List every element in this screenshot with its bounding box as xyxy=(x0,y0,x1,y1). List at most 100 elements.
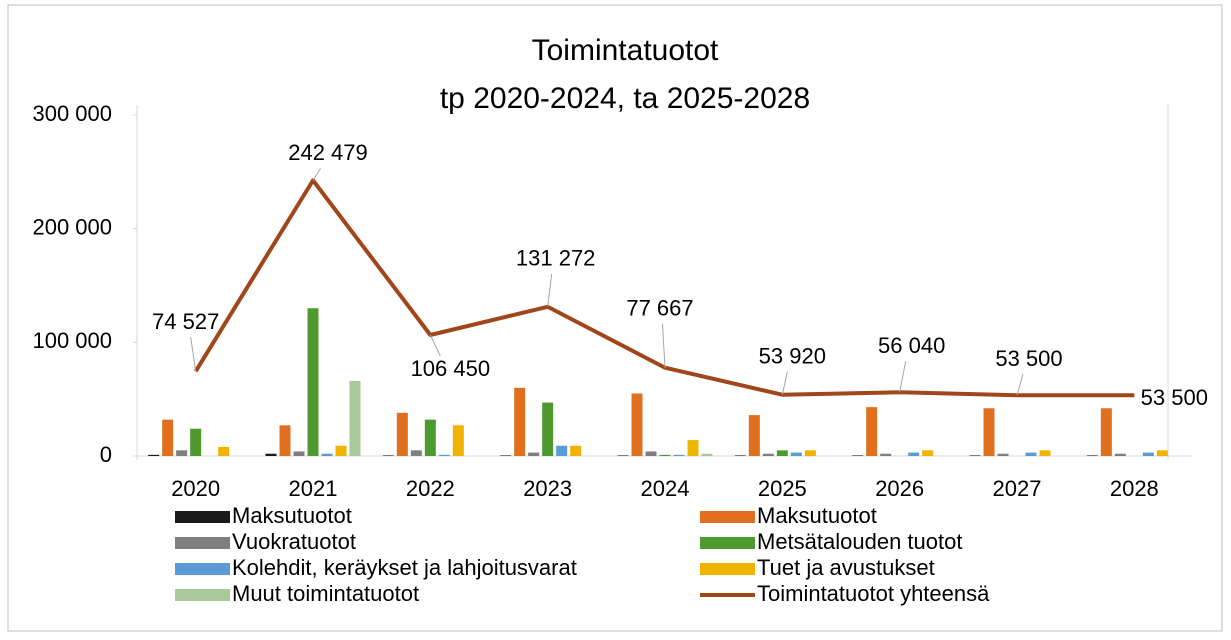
legend-label: Maksutuotot xyxy=(232,503,352,528)
legend-swatch xyxy=(175,589,230,601)
x-tick-label: 2025 xyxy=(758,476,807,501)
leader-line xyxy=(190,337,197,372)
bar xyxy=(748,415,760,456)
legend-swatch xyxy=(700,511,755,523)
bar xyxy=(424,419,436,456)
data-label: 56 040 xyxy=(878,333,945,358)
bar xyxy=(880,453,892,456)
bar xyxy=(514,387,526,456)
x-tick-label: 2028 xyxy=(1110,476,1159,501)
bar xyxy=(382,455,394,456)
bar xyxy=(659,454,671,456)
bar xyxy=(293,451,305,456)
bar xyxy=(617,455,629,456)
legend-label: Muut toimintatuotot xyxy=(232,581,419,606)
bar xyxy=(701,453,713,456)
legend-swatch xyxy=(175,537,230,549)
bar xyxy=(1156,450,1168,456)
bar xyxy=(852,455,864,456)
data-label: 53 920 xyxy=(759,344,826,369)
bar xyxy=(321,453,333,456)
x-tick-label: 2021 xyxy=(289,476,338,501)
bar xyxy=(762,453,774,456)
leader-line xyxy=(429,334,441,357)
bar xyxy=(969,455,981,456)
bar xyxy=(265,453,277,456)
bar xyxy=(570,445,582,456)
bar xyxy=(279,425,291,456)
bar xyxy=(542,402,554,456)
bar xyxy=(687,440,699,456)
legend-label: Toimintatuotot yhteensä xyxy=(757,581,990,606)
bar xyxy=(631,393,643,456)
legend-label: Vuokratuotot xyxy=(232,529,356,554)
leader-line xyxy=(312,168,321,181)
bar xyxy=(438,454,450,456)
bar xyxy=(528,452,540,456)
line xyxy=(193,178,1135,398)
bar xyxy=(804,450,816,456)
legend-swatch xyxy=(175,511,230,523)
data-label: 77 667 xyxy=(626,296,693,321)
chart-border xyxy=(7,4,1223,632)
bar xyxy=(776,450,788,456)
bar xyxy=(162,419,174,456)
legend-label: Metsätalouden tuotot xyxy=(757,529,962,554)
bar xyxy=(1114,453,1126,456)
y-tick-label: 300 000 xyxy=(32,101,112,126)
bar xyxy=(1039,450,1051,456)
legend-label: Tuet ja avustukset xyxy=(757,555,935,580)
bar xyxy=(1142,452,1154,456)
data-label: 242 479 xyxy=(288,140,368,165)
leader-line xyxy=(781,371,788,395)
bar xyxy=(866,407,878,456)
legend-label: Kolehdit, keräykset ja lahjoitusvarat xyxy=(232,555,577,580)
bar xyxy=(500,455,512,456)
bar xyxy=(218,446,230,456)
bar xyxy=(349,380,361,456)
leader-line xyxy=(1016,374,1024,396)
bar xyxy=(645,451,657,456)
legend-swatch xyxy=(700,563,755,575)
x-tick-label: 2026 xyxy=(875,476,924,501)
legend-swatch xyxy=(175,563,230,575)
bar xyxy=(1086,455,1098,456)
x-tick-label: 2020 xyxy=(171,476,220,501)
bar xyxy=(556,445,568,456)
bar xyxy=(1025,452,1037,456)
y-tick-label: 0 xyxy=(100,442,112,467)
y-tick-label: 200 000 xyxy=(32,214,112,239)
bar xyxy=(335,445,347,456)
leader-line xyxy=(547,273,553,307)
bar xyxy=(997,453,1009,456)
bar xyxy=(673,454,685,456)
bar xyxy=(396,412,408,456)
bar xyxy=(410,450,422,456)
x-tick-label: 2023 xyxy=(523,476,572,501)
data-label: 74 527 xyxy=(152,309,219,334)
chart-subtitle: tp 2020-2024, ta 2025-2028 xyxy=(440,82,810,115)
bar xyxy=(148,454,160,456)
legend-label: Maksutuotot xyxy=(757,503,877,528)
bar xyxy=(734,455,746,456)
bar xyxy=(922,450,934,456)
bar xyxy=(190,428,202,456)
legend-swatch xyxy=(700,537,755,549)
bar xyxy=(908,452,920,456)
bar xyxy=(1100,408,1112,456)
bar xyxy=(452,425,464,456)
x-tick-label: 2022 xyxy=(406,476,455,501)
bar xyxy=(983,408,995,456)
bar xyxy=(307,308,319,456)
data-label: 53 500 xyxy=(1141,385,1208,410)
x-tick-label: 2024 xyxy=(641,476,690,501)
leader-line xyxy=(662,323,666,368)
bar xyxy=(790,452,802,456)
y-tick-label: 100 000 xyxy=(32,328,112,353)
data-label: 106 450 xyxy=(411,356,491,381)
data-label: 53 500 xyxy=(995,346,1062,371)
leader-line xyxy=(899,361,907,393)
bar xyxy=(176,450,188,456)
x-tick-label: 2027 xyxy=(993,476,1042,501)
